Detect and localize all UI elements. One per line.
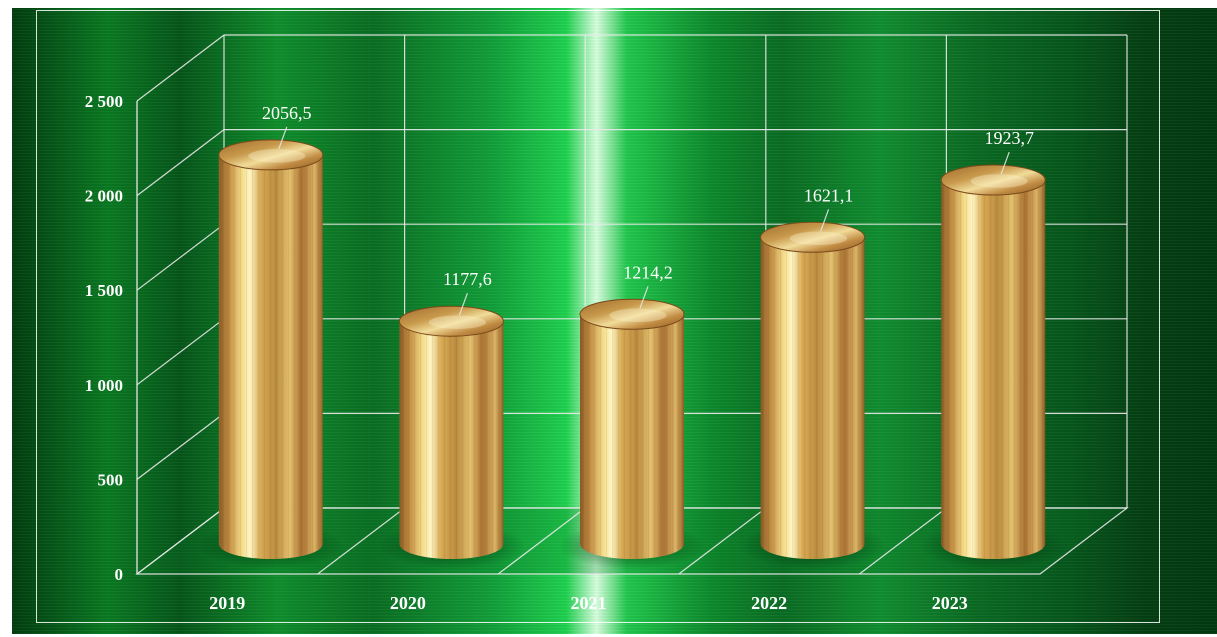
- gridline-side: [136, 223, 225, 291]
- bar: [558, 298, 706, 569]
- x-tick-label: 2022: [751, 593, 787, 613]
- y-tick-label: 500: [98, 470, 124, 489]
- gridline-side: [136, 412, 225, 480]
- bars: [196, 139, 1068, 569]
- data-label: 1923,7: [984, 128, 1034, 148]
- bar: [738, 221, 887, 569]
- x-tick-label: 2023: [932, 593, 968, 613]
- y-tick-label: 0: [115, 565, 124, 584]
- x-tick-label: 2019: [209, 593, 245, 613]
- bar: [919, 164, 1068, 569]
- y-tick-label: 2 500: [85, 92, 123, 111]
- label-leader: [458, 292, 468, 316]
- label-leader: [1000, 151, 1010, 175]
- data-label: 1177,6: [443, 269, 492, 289]
- floor-divider: [317, 507, 405, 575]
- floor-divider: [859, 507, 947, 575]
- y-tick-label: 1 500: [85, 281, 123, 300]
- gridline-side: [136, 129, 225, 197]
- y-tick-label: 1 000: [85, 376, 123, 395]
- x-tick-label: 2021: [571, 593, 607, 613]
- label-leader: [639, 286, 649, 309]
- floor-divider: [497, 507, 586, 575]
- floor-divider: [678, 507, 767, 575]
- data-label: 1214,2: [623, 262, 673, 282]
- x-tick-label: 2020: [390, 593, 426, 613]
- label-leader: [278, 126, 288, 150]
- y-tick-label: 2 000: [85, 187, 123, 206]
- bar: [196, 139, 345, 569]
- gridline-side: [136, 34, 225, 102]
- gridline-side: [136, 318, 225, 386]
- data-labels: 2056,5 1177,6 1214,2 1621,1 1923,7: [262, 103, 1034, 316]
- data-label: 2056,5: [262, 103, 312, 123]
- data-label: 1621,1: [804, 185, 854, 205]
- bar: [377, 305, 526, 569]
- label-leader: [820, 209, 830, 232]
